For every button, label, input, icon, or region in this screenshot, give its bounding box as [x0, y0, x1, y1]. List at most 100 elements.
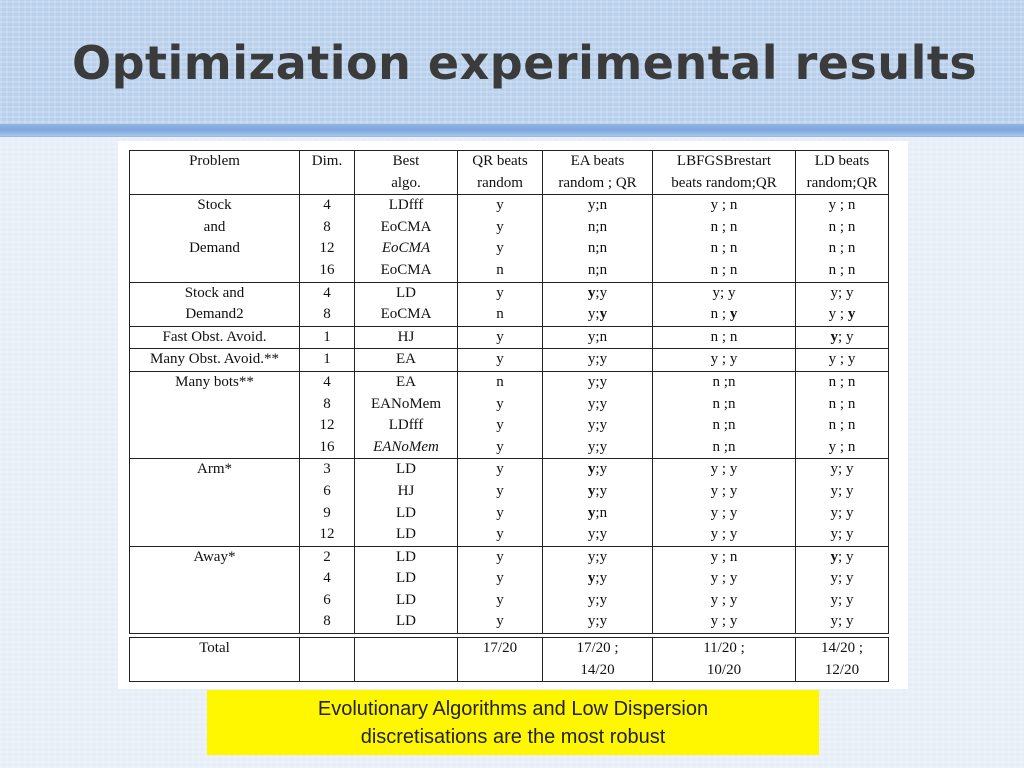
lbfgsb-cell: n ; n — [652, 216, 796, 239]
ld-cell: y; y — [795, 282, 889, 305]
total-lbfgsb: 11/20 ; 10/20 — [652, 637, 796, 683]
ea-cell: y;y — [542, 611, 653, 635]
qr-cell: y — [457, 436, 543, 460]
table-row: 6 HJ y y;y y ; y y; y — [129, 480, 889, 503]
ea-cell: n;n — [542, 238, 653, 260]
ld-cell: y ; y — [795, 348, 889, 372]
qr-cell: y — [457, 546, 543, 569]
lbfgsb-cell: y ; y — [652, 348, 796, 372]
ea-cell: y;y — [542, 393, 653, 416]
problem-cell — [129, 415, 300, 437]
dim-cell: 1 — [299, 326, 355, 350]
ld-cell: y; y — [795, 546, 889, 569]
problem-cell — [129, 568, 300, 590]
dim-cell: 6 — [299, 589, 355, 612]
header-lbfgsb-2: beats random;QR — [652, 172, 796, 196]
dim-cell: 4 — [299, 194, 355, 217]
ea-cell: y;n — [542, 502, 653, 525]
lbfgsb-cell: y ; y — [652, 524, 796, 547]
problem-cell — [129, 480, 300, 503]
ld-cell: y ; n — [795, 194, 889, 217]
title-bar-edge — [0, 124, 1024, 137]
qr-cell: y — [457, 568, 543, 590]
dim-cell: 12 — [299, 524, 355, 547]
ea-cell: y;y — [542, 458, 653, 481]
qr-cell: n — [457, 259, 543, 283]
ea-cell: y;y — [542, 436, 653, 460]
table-row: Away* 2 LD y y;y y ; n y; y — [129, 546, 889, 569]
header-dim: Dim. — [299, 149, 355, 173]
qr-cell: n — [457, 371, 543, 394]
best-algo-cell: LD — [354, 546, 458, 569]
problem-cell: Away* — [129, 546, 300, 569]
ea-cell: y;y — [542, 589, 653, 612]
dim-cell: 8 — [299, 393, 355, 416]
dim-cell: 16 — [299, 259, 355, 283]
table-row: Many bots** 4 EA n y;y n ;n n ; n — [129, 371, 889, 394]
table-row: 12 LD y y;y y ; y y; y — [129, 524, 889, 547]
ld-cell: n ; n — [795, 216, 889, 239]
header-problem: Problem — [129, 149, 300, 173]
dim-cell: 8 — [299, 216, 355, 239]
results-table: Problem Dim. Best QR beats EA beats LBFG… — [129, 149, 889, 683]
best-algo-cell: LDfff — [354, 194, 458, 217]
lbfgsb-cell: n ;n — [652, 393, 796, 416]
table-row: Many Obst. Avoid.** 1 EA y y;y y ; y y ;… — [129, 348, 889, 372]
ld-cell: n ; n — [795, 259, 889, 283]
best-algo-cell: EoCMA — [354, 304, 458, 327]
ld-cell: n ; n — [795, 393, 889, 416]
lbfgsb-cell: n ; y — [652, 304, 796, 327]
total-ld-line1: 14/20 ; — [820, 640, 864, 657]
lbfgsb-cell: y ; n — [652, 546, 796, 569]
ea-cell: y;y — [542, 282, 653, 305]
ea-cell: y;y — [542, 524, 653, 547]
slide-title: Optimization experimental results — [72, 36, 978, 90]
table-row: Stock and 4 LD y y;y y; y y; y — [129, 282, 889, 305]
best-algo-cell: EA — [354, 371, 458, 394]
table-row: 8 LD y y;y y ; y y; y — [129, 611, 889, 635]
total-lbfgsb-line2: 10/20 — [706, 661, 742, 678]
total-lbfgsb-line1: 11/20 ; — [703, 640, 745, 657]
lbfgsb-cell: n ; n — [652, 238, 796, 260]
table-row: 16 EANoMem y y;y n ;n y ; n — [129, 436, 889, 460]
problem-cell — [129, 502, 300, 525]
qr-cell: y — [457, 326, 543, 350]
header-best-2: algo. — [354, 172, 458, 196]
ld-cell: y; y — [795, 326, 889, 350]
table-row: Demand2 8 EoCMA n y;y n ; y y ; y — [129, 304, 889, 327]
header-qr: QR beats — [457, 149, 543, 173]
caption-line-2: discretisations are the most robust — [360, 725, 666, 748]
ld-cell: n ; n — [795, 415, 889, 437]
dim-cell: 12 — [299, 415, 355, 437]
total-ld-line2: 12/20 — [824, 661, 860, 678]
lbfgsb-cell: y ; y — [652, 480, 796, 503]
best-algo-cell: LD — [354, 502, 458, 525]
best-algo-cell: LD — [354, 282, 458, 305]
dim-cell: 12 — [299, 238, 355, 260]
ea-cell: y;y — [542, 546, 653, 569]
ld-cell: y; y — [795, 502, 889, 525]
ld-cell: y; y — [795, 568, 889, 590]
ld-cell: y; y — [795, 524, 889, 547]
lbfgsb-cell: n ;n — [652, 436, 796, 460]
best-algo-cell: EA — [354, 348, 458, 372]
header-ea: EA beats — [542, 149, 653, 173]
best-algo-cell: EoCMA — [354, 259, 458, 283]
table-row: Stock 4 LDfff y y;n y ; n y ; n — [129, 194, 889, 217]
qr-cell: y — [457, 393, 543, 416]
ea-cell: y;n — [542, 194, 653, 217]
table-row: Fast Obst. Avoid. 1 HJ y y;n n ; n y; y — [129, 326, 889, 350]
dim-cell: 4 — [299, 371, 355, 394]
ea-cell: n;n — [542, 216, 653, 239]
problem-cell: Many Obst. Avoid.** — [129, 348, 300, 372]
total-label: Total — [129, 637, 300, 683]
ld-cell: y; y — [795, 611, 889, 635]
ld-cell: y ; n — [795, 436, 889, 460]
dim-cell: 6 — [299, 480, 355, 503]
table-row: 8 EANoMem y y;y n ;n n ; n — [129, 393, 889, 416]
problem-cell: Many bots** — [129, 371, 300, 394]
ld-cell: y; y — [795, 458, 889, 481]
qr-cell: n — [457, 304, 543, 327]
total-ea: 17/20 ; 14/20 — [542, 637, 653, 683]
ea-cell: y;y — [542, 568, 653, 590]
